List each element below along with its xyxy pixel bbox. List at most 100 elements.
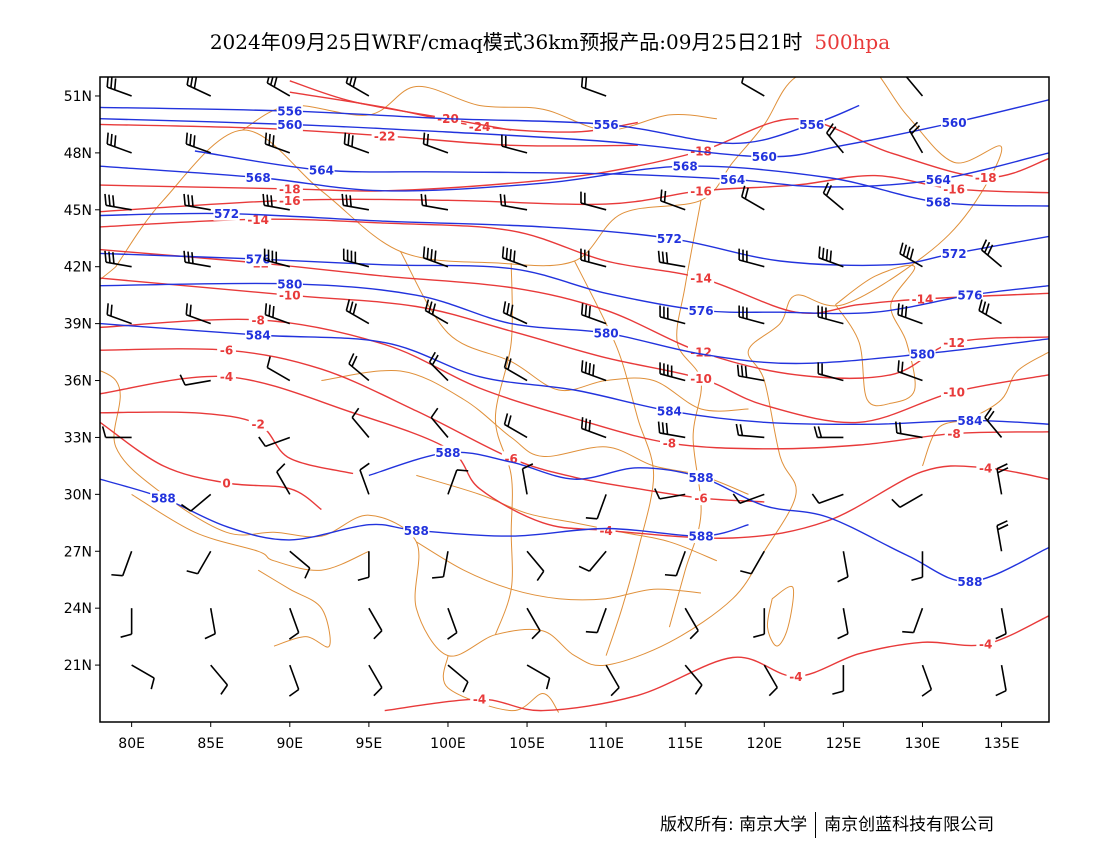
temperature-contour — [100, 218, 1049, 315]
wind-barb-icon — [664, 550, 686, 577]
wind-barb-icon — [266, 77, 291, 97]
wind-barb-icon — [264, 303, 291, 325]
temperature-contour-label: -14 — [247, 213, 269, 227]
temperature-contour — [289, 80, 512, 131]
wind-barb-icon — [180, 493, 212, 512]
temperature-contour-label: -18 — [975, 171, 997, 185]
temperature-label-bg — [276, 288, 303, 303]
temperature-label-bg — [691, 491, 711, 506]
wind-barb-icon — [424, 299, 449, 325]
wind-barb-icon — [832, 665, 845, 695]
height-contour-label: 584 — [957, 414, 982, 428]
height-contour-label: 588 — [404, 524, 429, 538]
wind-barb-icon — [578, 550, 607, 572]
border-korea — [835, 264, 916, 407]
wind-barb-icon — [899, 242, 923, 268]
wind-barb-icon — [902, 607, 924, 634]
height-contour — [100, 212, 1049, 267]
wind-barb-icon — [740, 550, 765, 575]
x-tick-label: 85E — [197, 736, 224, 752]
x-tick-label: 110E — [588, 736, 624, 752]
wind-barb-icon — [288, 664, 300, 697]
wind-barb-icon — [501, 134, 528, 154]
wind-barb-icon — [580, 303, 607, 325]
temperature-label-bg — [245, 212, 272, 227]
wind-barb-icon — [447, 469, 469, 495]
wind-barb-icon — [262, 193, 290, 211]
company-text: 南京创蓝科技有限公司 — [824, 815, 995, 835]
height-contour — [100, 322, 1049, 426]
temperature-contour-label: -10 — [943, 385, 965, 399]
temperature-contour — [100, 318, 1049, 450]
wind-barb-icon — [111, 550, 133, 577]
height-label-bg — [941, 246, 968, 261]
wind-barb-icon — [101, 426, 132, 439]
pressure-level: 500hpa — [814, 30, 891, 54]
wind-barb-icon — [837, 608, 849, 640]
border-china-outline — [100, 77, 1003, 667]
wind-barb-icon — [826, 123, 844, 154]
x-tick-label: 100E — [430, 736, 466, 752]
wind-barb-icon — [422, 132, 449, 154]
wind-barb-icon — [984, 407, 1003, 438]
wind-barb-icon — [741, 185, 765, 211]
wind-barb-icon — [995, 608, 1007, 640]
y-tick-label: 27N — [64, 544, 92, 560]
height-label-bg — [687, 470, 715, 485]
wind-barb-icon — [258, 436, 291, 448]
wind-barb-icon — [343, 132, 370, 154]
temperature-contour — [100, 421, 322, 511]
wind-barb-icon — [657, 250, 686, 268]
wind-barb-icon — [342, 248, 370, 268]
wind-barb-icon — [837, 551, 849, 583]
y-tick-label: 51N — [64, 89, 92, 105]
temperature-contour-label: -8 — [663, 437, 676, 451]
height-label-bg — [956, 574, 984, 589]
wind-barb-icon — [432, 551, 449, 579]
height-contour-label: 580 — [594, 327, 619, 341]
height-contour — [100, 104, 860, 145]
temperature-contour-label: -4 — [789, 670, 802, 684]
height-contour-label: 572 — [942, 247, 967, 261]
height-label-bg — [798, 117, 825, 132]
wind-barb-icon — [735, 423, 765, 439]
wind-barb-icon — [521, 463, 534, 495]
height-contour-label: 556 — [799, 118, 824, 132]
wind-barb-icon — [605, 664, 620, 697]
border-internal-boundary-4 — [416, 541, 702, 601]
height-label-bg — [245, 170, 272, 185]
temperature-label-bg — [687, 371, 715, 386]
wind-barb-icon — [897, 360, 923, 382]
height-label-bg — [672, 159, 699, 174]
height-label-bg — [956, 413, 984, 428]
title-text: 2024年09月25日WRF/cmaq模式36km预报产品:09月25日21时 — [209, 30, 803, 54]
wind-barb-icon — [428, 351, 449, 382]
temperature-contour-label: -4 — [979, 638, 992, 652]
height-label-bg — [751, 149, 778, 164]
temperature-label-bg — [786, 669, 806, 684]
wind-barb-icon — [210, 664, 229, 695]
wind-barb-icon — [580, 248, 607, 268]
y-tick-label: 33N — [64, 430, 92, 446]
wind-barb-icon — [430, 407, 449, 438]
wind-barb-icon — [736, 364, 765, 382]
wind-barb-icon — [204, 608, 217, 640]
wind-barb-icon — [289, 550, 311, 579]
wind-barb-icon — [822, 182, 844, 211]
wind-barb-icon — [359, 462, 370, 495]
wind-barb-icon — [368, 664, 383, 697]
wind-barb-icon — [263, 248, 291, 268]
border-japan — [922, 351, 1049, 467]
height-contour-label: 564 — [720, 173, 745, 187]
height-label-bg — [687, 303, 715, 318]
height-label-bg — [213, 206, 240, 221]
height-label-bg — [593, 117, 620, 132]
border-india-nepal — [131, 493, 370, 571]
height-label-bg — [656, 231, 683, 246]
temperature-contour-label: -8 — [947, 427, 960, 441]
wind-barb-icon — [447, 607, 458, 640]
x-tick-label: 125E — [826, 736, 862, 752]
wind-barb-icon — [422, 246, 449, 268]
temperature-contour-label: -4 — [473, 693, 486, 707]
height-contour — [100, 478, 749, 541]
